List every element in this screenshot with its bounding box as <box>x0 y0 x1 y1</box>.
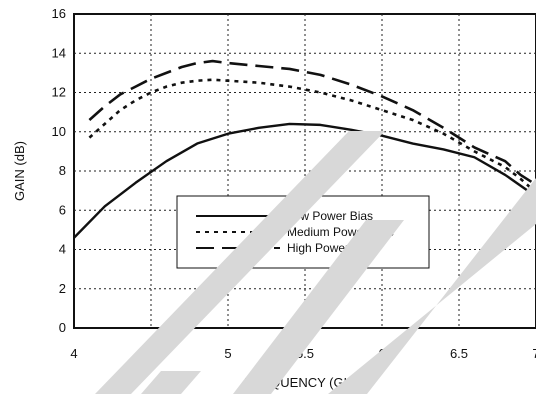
x-tick-label: 6.5 <box>450 346 468 361</box>
series-lines <box>73 59 536 239</box>
y-tick-label: 6 <box>59 202 66 217</box>
y-tick-label: 16 <box>52 6 66 21</box>
y-tick-label: 14 <box>52 45 66 60</box>
watermark-logo <box>95 131 536 394</box>
y-tick-label: 12 <box>52 85 66 100</box>
y-tick-label: 10 <box>52 124 66 139</box>
y-tick-label: 2 <box>59 281 66 296</box>
y-tick-label: 8 <box>59 163 66 178</box>
y-tick-label: 4 <box>59 242 66 257</box>
y-tick-label: 0 <box>59 320 66 335</box>
x-tick-label: 7 <box>532 346 536 361</box>
x-tick-label: 5 <box>224 346 231 361</box>
series-line-low-power-bias <box>73 122 536 239</box>
y-axis-label: GAIN (dB) <box>12 141 27 201</box>
legend-label-low-power-bias: Low Power Bias <box>287 209 373 223</box>
x-tick-label: 4 <box>70 346 77 361</box>
gridlines <box>74 14 536 328</box>
series-line-high-power-bias <box>88 59 536 186</box>
y-axis-ticks: 0 2 4 6 8 10 12 14 16 <box>52 6 66 335</box>
series-line-medium-power-bias <box>88 78 536 194</box>
